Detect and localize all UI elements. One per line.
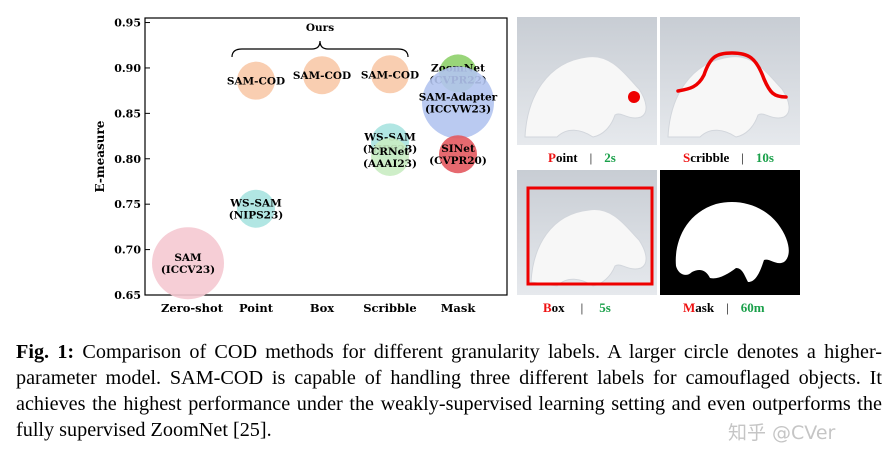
ours-label: Ours — [306, 22, 334, 34]
point-0 — [152, 227, 224, 300]
ours-brace — [231, 40, 409, 58]
separator: | — [589, 150, 593, 165]
panel-scribble-initial: S — [683, 150, 691, 165]
point-label: SAM-Adapter — [419, 91, 498, 103]
point-label: (ICCV23) — [161, 264, 215, 276]
point-label: (ICCVW23) — [425, 103, 491, 115]
panel-point-rest: oint — [555, 150, 578, 165]
x-tick-label: Mask — [441, 301, 477, 315]
y-axis-label: E-measure — [93, 120, 107, 192]
y-tick-label: 0.95 — [114, 17, 141, 30]
panel-point-time: 2s — [604, 150, 616, 165]
panel-point-image — [517, 17, 657, 145]
point-label: WS-SAM — [229, 198, 282, 210]
panel-scribble-time: 10s — [755, 150, 774, 165]
point-label: SINet — [441, 143, 475, 155]
point-2 — [237, 61, 275, 100]
panel-scribble-rest: cribble — [690, 150, 730, 165]
separator: | — [726, 300, 729, 315]
point-8 — [422, 66, 494, 139]
point-9 — [439, 135, 477, 174]
watermark: 知乎 @CVer — [728, 422, 836, 444]
point-label: SAM-COD — [227, 76, 285, 88]
panel-point-caption: Point | 2s — [548, 150, 616, 166]
y-tick-label: 0.85 — [114, 107, 141, 120]
separator: | — [580, 300, 584, 315]
point-label: SAM — [174, 252, 202, 264]
x-tick-label: Zero-shot — [161, 301, 224, 315]
panel-box-rest: ox — [551, 300, 565, 315]
panel-mask-time: 60m — [740, 300, 765, 315]
panel-mask-rest: ask — [695, 300, 715, 315]
panel-mask-initial: M — [683, 300, 696, 315]
e-measure-chart: 0.95 0.90 0.85 0.80 0.75 0.70 0.65 E-measure Zer… — [93, 17, 508, 315]
caption-text: Comparison of COD methods for different … — [16, 341, 882, 441]
caption-lead: Fig. 1: — [16, 341, 75, 363]
panel-scribble-caption: Scribble | 10s — [683, 150, 774, 166]
point-label: (CVPR20) — [429, 155, 487, 167]
separator: | — [741, 150, 744, 165]
plot-frame — [144, 17, 508, 296]
y-tick-label: 0.90 — [114, 62, 141, 75]
panel-point-initial: P — [548, 150, 556, 165]
y-tick-label: 0.75 — [114, 198, 141, 211]
panel-scribble-image — [660, 17, 800, 145]
x-tick-label: Box — [310, 301, 334, 315]
point-3 — [303, 56, 341, 95]
point-6 — [371, 137, 409, 176]
point-label: (NIPS23) — [229, 210, 284, 222]
point-label: (AAAI23) — [363, 158, 417, 170]
y-tick-label: 0.80 — [114, 153, 141, 166]
panel-box-time: 5s — [599, 300, 611, 315]
point-label: WS-SAM — [363, 131, 416, 143]
x-tick-label: Point — [239, 301, 274, 315]
point-4 — [371, 55, 409, 94]
panel-mask-caption: Mask | 60m — [683, 300, 765, 316]
point-label: SAM-COD — [293, 70, 351, 82]
panel-box-initial: B — [543, 300, 552, 315]
x-tick-label: Scribble — [363, 301, 417, 315]
point-label: SAM-COD — [361, 69, 419, 81]
panel-box-caption: Box | 5s — [543, 300, 611, 316]
panel-box-image — [517, 170, 657, 295]
figure-caption: Fig. 1: Comparison of COD methods for di… — [16, 339, 882, 443]
point-label: CRNet — [371, 146, 409, 158]
y-tick-label: 0.65 — [114, 289, 141, 302]
point-1 — [237, 189, 275, 228]
panel-mask-image — [660, 170, 800, 295]
y-tick-label: 0.70 — [114, 244, 141, 257]
